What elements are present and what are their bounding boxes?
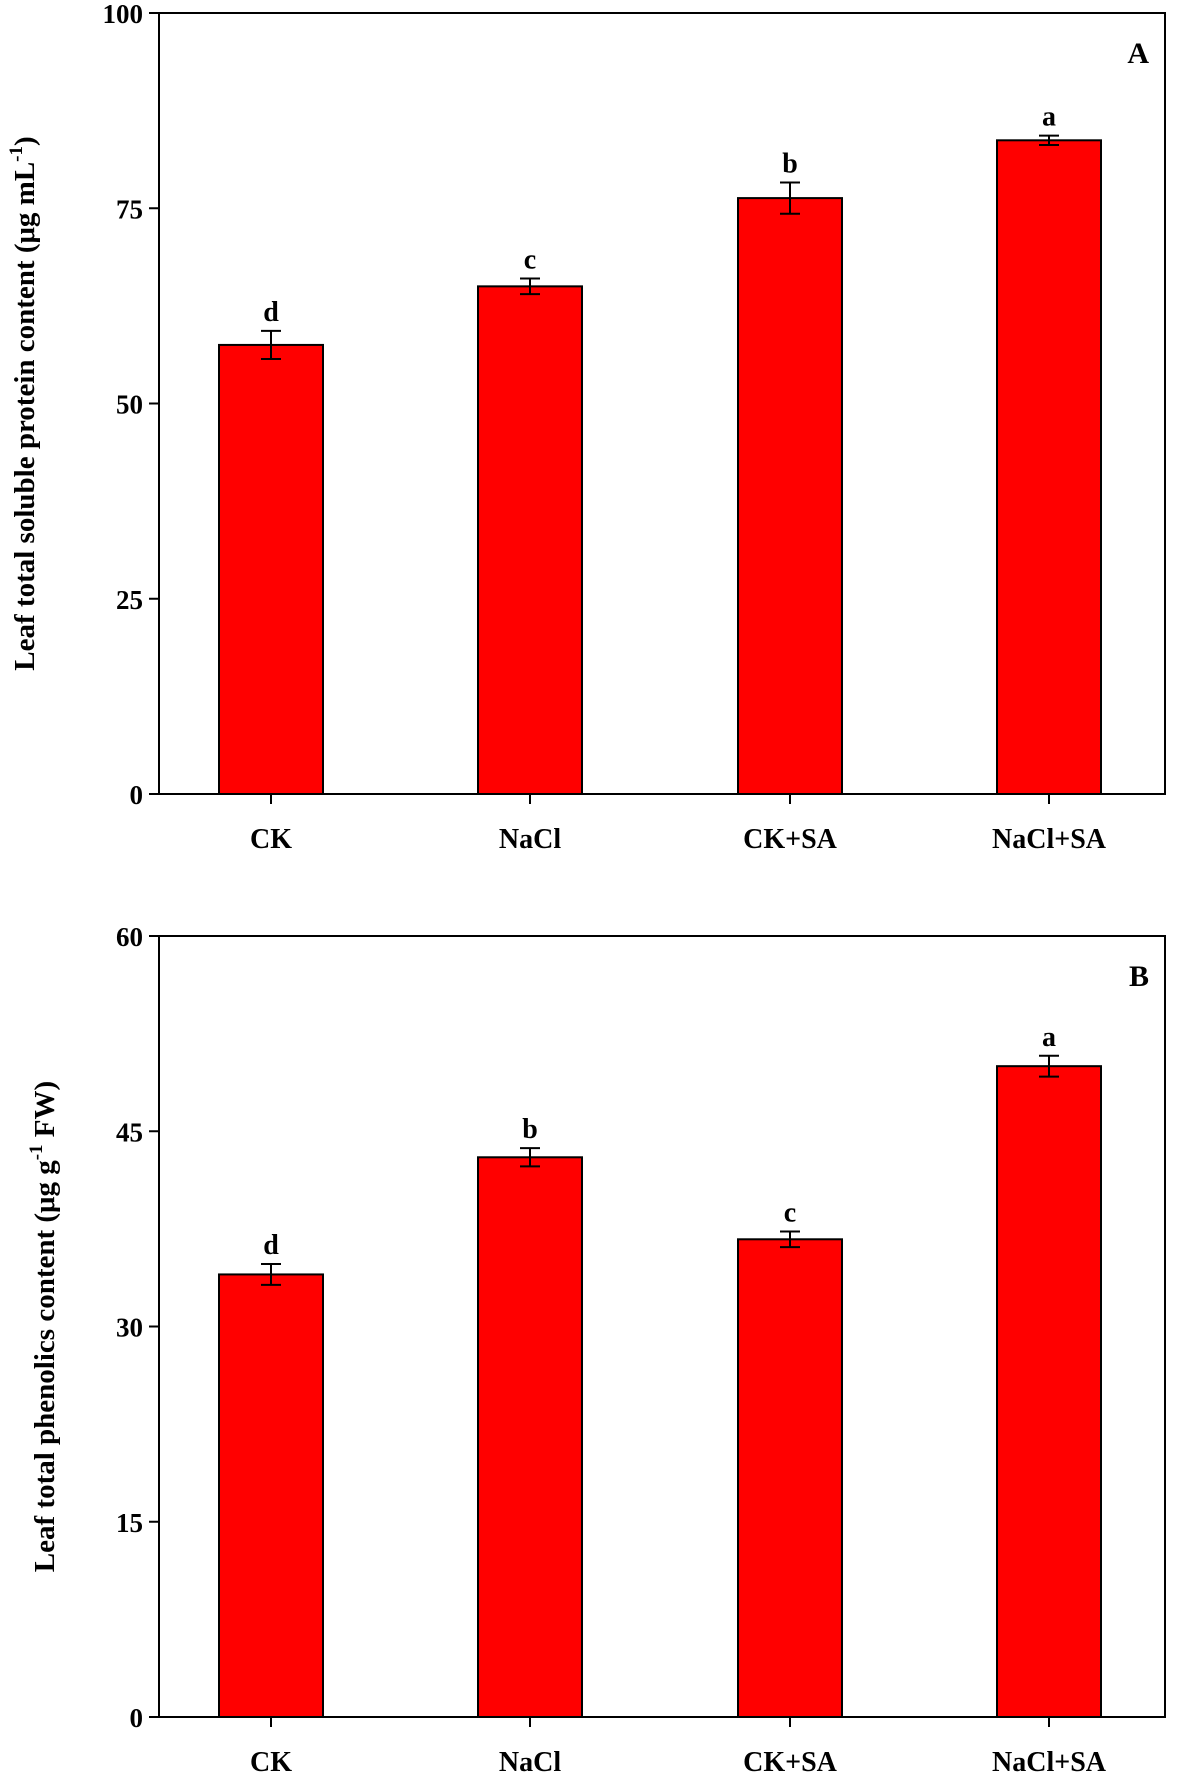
y-tick-label: 30 — [116, 1313, 143, 1343]
y-tick-label: 25 — [116, 585, 143, 615]
bar — [996, 139, 1102, 796]
x-category-label: NaCl — [499, 1747, 561, 1776]
x-category-label: NaCl+SA — [992, 824, 1107, 855]
x-category-label: CK+SA — [743, 824, 838, 855]
significance-label: c — [784, 1197, 796, 1228]
chart-panel-b: 0 15 30 45 60 d CK b NaCl c CK+SA a NaCl+SA B Leaf tot… — [26, 922, 1166, 1778]
significance-label: d — [263, 1230, 279, 1261]
y-tick-label: 100 — [103, 0, 144, 29]
bar — [737, 1238, 843, 1718]
y-tick-label: 15 — [116, 1508, 143, 1538]
significance-label: a — [1042, 1022, 1056, 1053]
significance-label: b — [782, 148, 798, 179]
bar — [477, 1156, 583, 1718]
panel-label: B — [1129, 960, 1149, 993]
x-category-label: CK+SA — [743, 1747, 838, 1776]
y-tick-label: 75 — [116, 194, 143, 224]
significance-label: d — [263, 297, 279, 328]
y-axis-title: Leaf total soluble protein content (μg m… — [6, 136, 41, 670]
bar — [737, 197, 843, 796]
significance-label: c — [524, 245, 536, 276]
y-tick-label: 60 — [116, 922, 143, 952]
y-tick-label: 45 — [116, 1117, 143, 1147]
y-tick-label: 0 — [130, 1703, 144, 1733]
x-category-label: CK — [250, 824, 292, 855]
bar — [218, 1273, 324, 1719]
panel-label: A — [1127, 37, 1149, 70]
y-tick-label: 0 — [130, 780, 144, 810]
bar — [477, 285, 583, 795]
y-tick-label: 50 — [116, 390, 143, 420]
y-axis-title: Leaf total phenolics content (μg g-1 FW) — [26, 1081, 61, 1572]
x-category-label: NaCl — [499, 824, 561, 855]
chart-panel-a: 0 25 50 75 100 d CK c NaCl b CK+SA a NaCl+SA A Leaf to… — [6, 0, 1166, 855]
bar — [218, 343, 324, 795]
x-category-label: NaCl+SA — [992, 1747, 1107, 1776]
bar — [996, 1065, 1102, 1718]
significance-label: a — [1042, 102, 1056, 133]
x-category-label: CK — [250, 1747, 292, 1776]
significance-label: b — [522, 1114, 538, 1145]
